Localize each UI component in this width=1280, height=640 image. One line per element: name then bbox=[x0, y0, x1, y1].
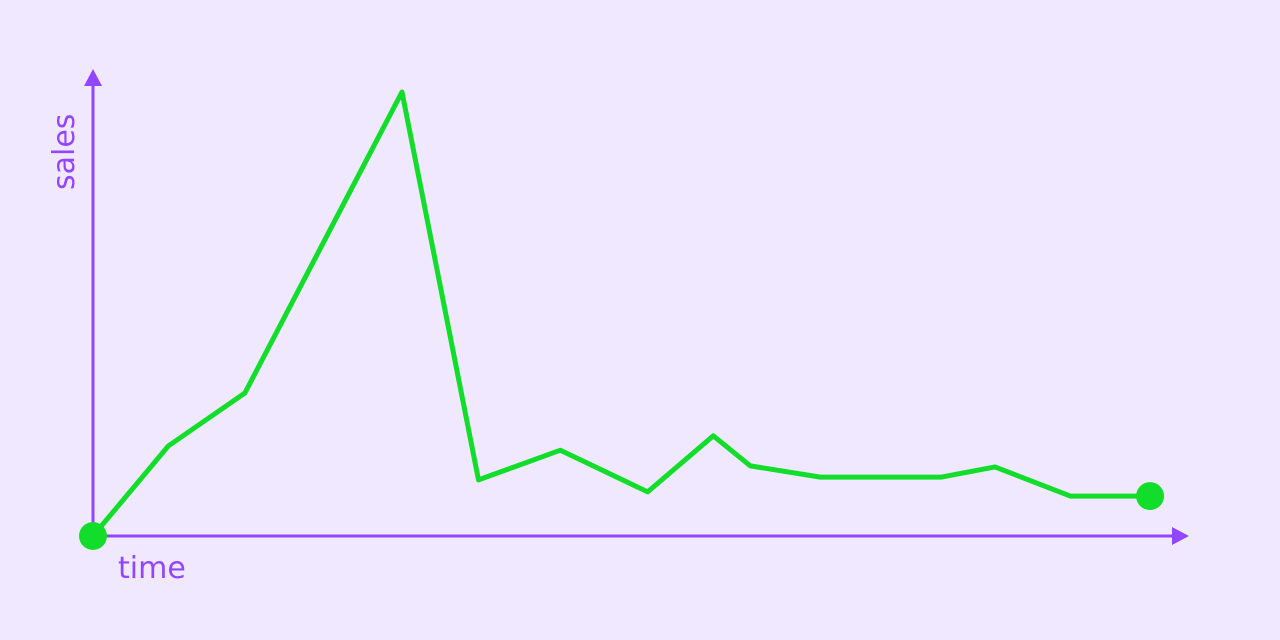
start-point-marker bbox=[79, 522, 107, 550]
end-point-marker bbox=[1136, 482, 1165, 511]
x-axis-arrow bbox=[1172, 527, 1189, 545]
sales-line bbox=[90, 89, 1153, 539]
y-axis-label: sales bbox=[47, 114, 82, 190]
y-axis-arrow bbox=[84, 69, 102, 86]
x-axis-label: time bbox=[118, 551, 186, 586]
